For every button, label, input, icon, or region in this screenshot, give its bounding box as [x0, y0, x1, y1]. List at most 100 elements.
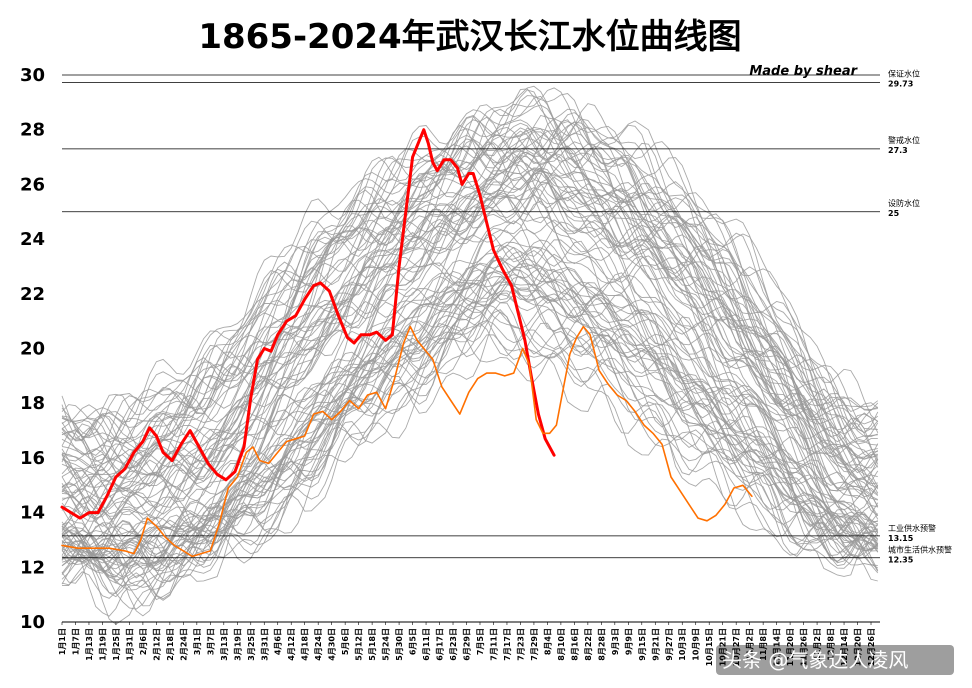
historical-curve	[61, 239, 879, 564]
historical-curve	[61, 286, 879, 594]
x-tick-label: 3月1日	[193, 628, 202, 655]
reference-line-value: 12.35	[888, 556, 914, 565]
x-tick-label: 9月9日	[624, 628, 633, 655]
x-tick-label: 7月5日	[476, 628, 485, 655]
x-tick-label: 5月18日	[368, 628, 377, 661]
historical-curve	[61, 271, 878, 572]
y-tick-label: 14	[20, 503, 45, 524]
historical-curve	[61, 137, 878, 455]
x-tick-label: 12月26日	[867, 628, 876, 666]
reference-line-name: 保证水位	[888, 68, 920, 78]
x-tick-label: 11月14日	[773, 628, 782, 666]
historical-curve	[61, 283, 878, 584]
y-tick-label: 16	[20, 448, 45, 469]
series-line-orange	[61, 325, 753, 558]
historical-curve	[61, 176, 879, 536]
x-axis: 1月1日 1月7日 1月13日 1月19日 1月25日 1月31日 2月6日 2月12日 2月1…	[58, 621, 880, 666]
x-tick-label: 4月6日	[274, 628, 283, 655]
historical-curve	[61, 276, 879, 567]
x-tick-label: 9月27日	[665, 628, 674, 661]
y-tick-label: 26	[20, 174, 45, 195]
x-tick-label: 6月29日	[463, 628, 472, 661]
x-tick-label: 8月10日	[557, 628, 566, 661]
reference-line-name: 工业供水预警	[888, 523, 936, 533]
y-tick-label: 30	[20, 65, 45, 86]
x-tick-label: 12月14日	[840, 628, 849, 666]
historical-curve	[61, 141, 879, 487]
x-tick-label: 4月24日	[314, 628, 323, 661]
watermark-text: 头条 @气象达人凌风	[722, 648, 908, 672]
credit-label: Made by shear	[749, 64, 858, 79]
historical-curve	[61, 267, 879, 584]
x-tick-label: 1月13日	[85, 628, 94, 661]
historical-curve	[61, 119, 878, 479]
x-tick-label: 2月24日	[179, 628, 188, 661]
historical-curve	[61, 241, 878, 556]
x-tick-label: 6月17日	[436, 628, 445, 661]
x-tick-label: 7月17日	[503, 628, 512, 661]
x-tick-label: 3月31日	[260, 628, 269, 661]
historical-curve	[61, 130, 878, 482]
historical-curve	[61, 182, 879, 527]
reference-line-name: 警戒水位	[888, 135, 920, 145]
x-tick-label: 9月15日	[638, 628, 647, 661]
historical-curve	[61, 234, 879, 558]
historical-curve	[61, 156, 879, 523]
historical-curve	[61, 246, 879, 566]
historical-curve	[61, 177, 879, 520]
y-tick-label: 12	[20, 557, 45, 578]
y-tick-label: 10	[20, 612, 45, 633]
y-tick-label: 20	[20, 339, 45, 360]
historical-curve	[61, 182, 879, 520]
historical-curve	[61, 95, 879, 456]
x-tick-label: 11月26日	[800, 628, 809, 666]
y-axis: 10 12 14 16 18 20 22 24 26 28 30	[20, 65, 45, 633]
x-tick-label: 2月6日	[139, 628, 148, 655]
x-tick-label: 10月21日	[719, 628, 728, 666]
x-tick-label: 8月28日	[597, 628, 606, 661]
y-tick-label: 18	[20, 393, 45, 414]
reference-lines	[62, 74, 880, 559]
historical-curve	[61, 89, 879, 438]
historical-curve	[61, 311, 879, 600]
x-tick-label: 1月31日	[125, 628, 134, 661]
historical-curve	[61, 172, 879, 499]
x-tick-label: 11月8日	[759, 628, 768, 661]
historical-curve	[61, 104, 878, 462]
historical-curve	[61, 293, 879, 581]
x-tick-label: 12月8日	[827, 628, 836, 661]
historical-curve	[61, 126, 878, 469]
x-tick-label: 11月2日	[746, 628, 755, 661]
historical-curve	[61, 115, 879, 457]
x-tick-label: 10月15日	[705, 628, 714, 666]
x-tick-label: 4月12日	[287, 628, 296, 661]
reference-line-value: 27.3	[888, 146, 908, 155]
x-tick-label: 3月25日	[247, 628, 256, 661]
historical-curve	[61, 309, 879, 601]
x-tick-label: 7月29日	[530, 628, 539, 661]
x-tick-label: 3月13日	[220, 628, 229, 661]
x-tick-label: 10月9日	[692, 628, 701, 661]
x-tick-label: 7月11日	[489, 628, 498, 661]
x-tick-label: 6月23日	[449, 628, 458, 661]
x-tick-label: 1月7日	[71, 628, 80, 655]
x-tick-label: 4月18日	[301, 628, 310, 661]
x-tick-label: 8月22日	[584, 628, 593, 661]
historical-curve	[61, 240, 878, 579]
historical-curve	[61, 160, 879, 493]
highlight-series	[60, 128, 753, 558]
x-tick-label: 1月19日	[98, 628, 107, 661]
reference-line-value: 25	[888, 209, 900, 218]
historical-curve	[61, 244, 878, 568]
x-tick-label: 8月16日	[570, 628, 579, 661]
historical-curve	[61, 322, 878, 617]
x-tick-label: 12月20日	[854, 628, 863, 666]
historical-curve	[61, 85, 879, 437]
x-tick-label: 11月20日	[786, 628, 795, 666]
x-tick-label: 12月2日	[813, 628, 822, 661]
x-tick-label: 5月30日	[395, 628, 404, 661]
historical-curve	[61, 262, 878, 570]
x-tick-label: 6月5日	[409, 628, 418, 655]
x-tick-label: 2月18日	[166, 628, 175, 661]
